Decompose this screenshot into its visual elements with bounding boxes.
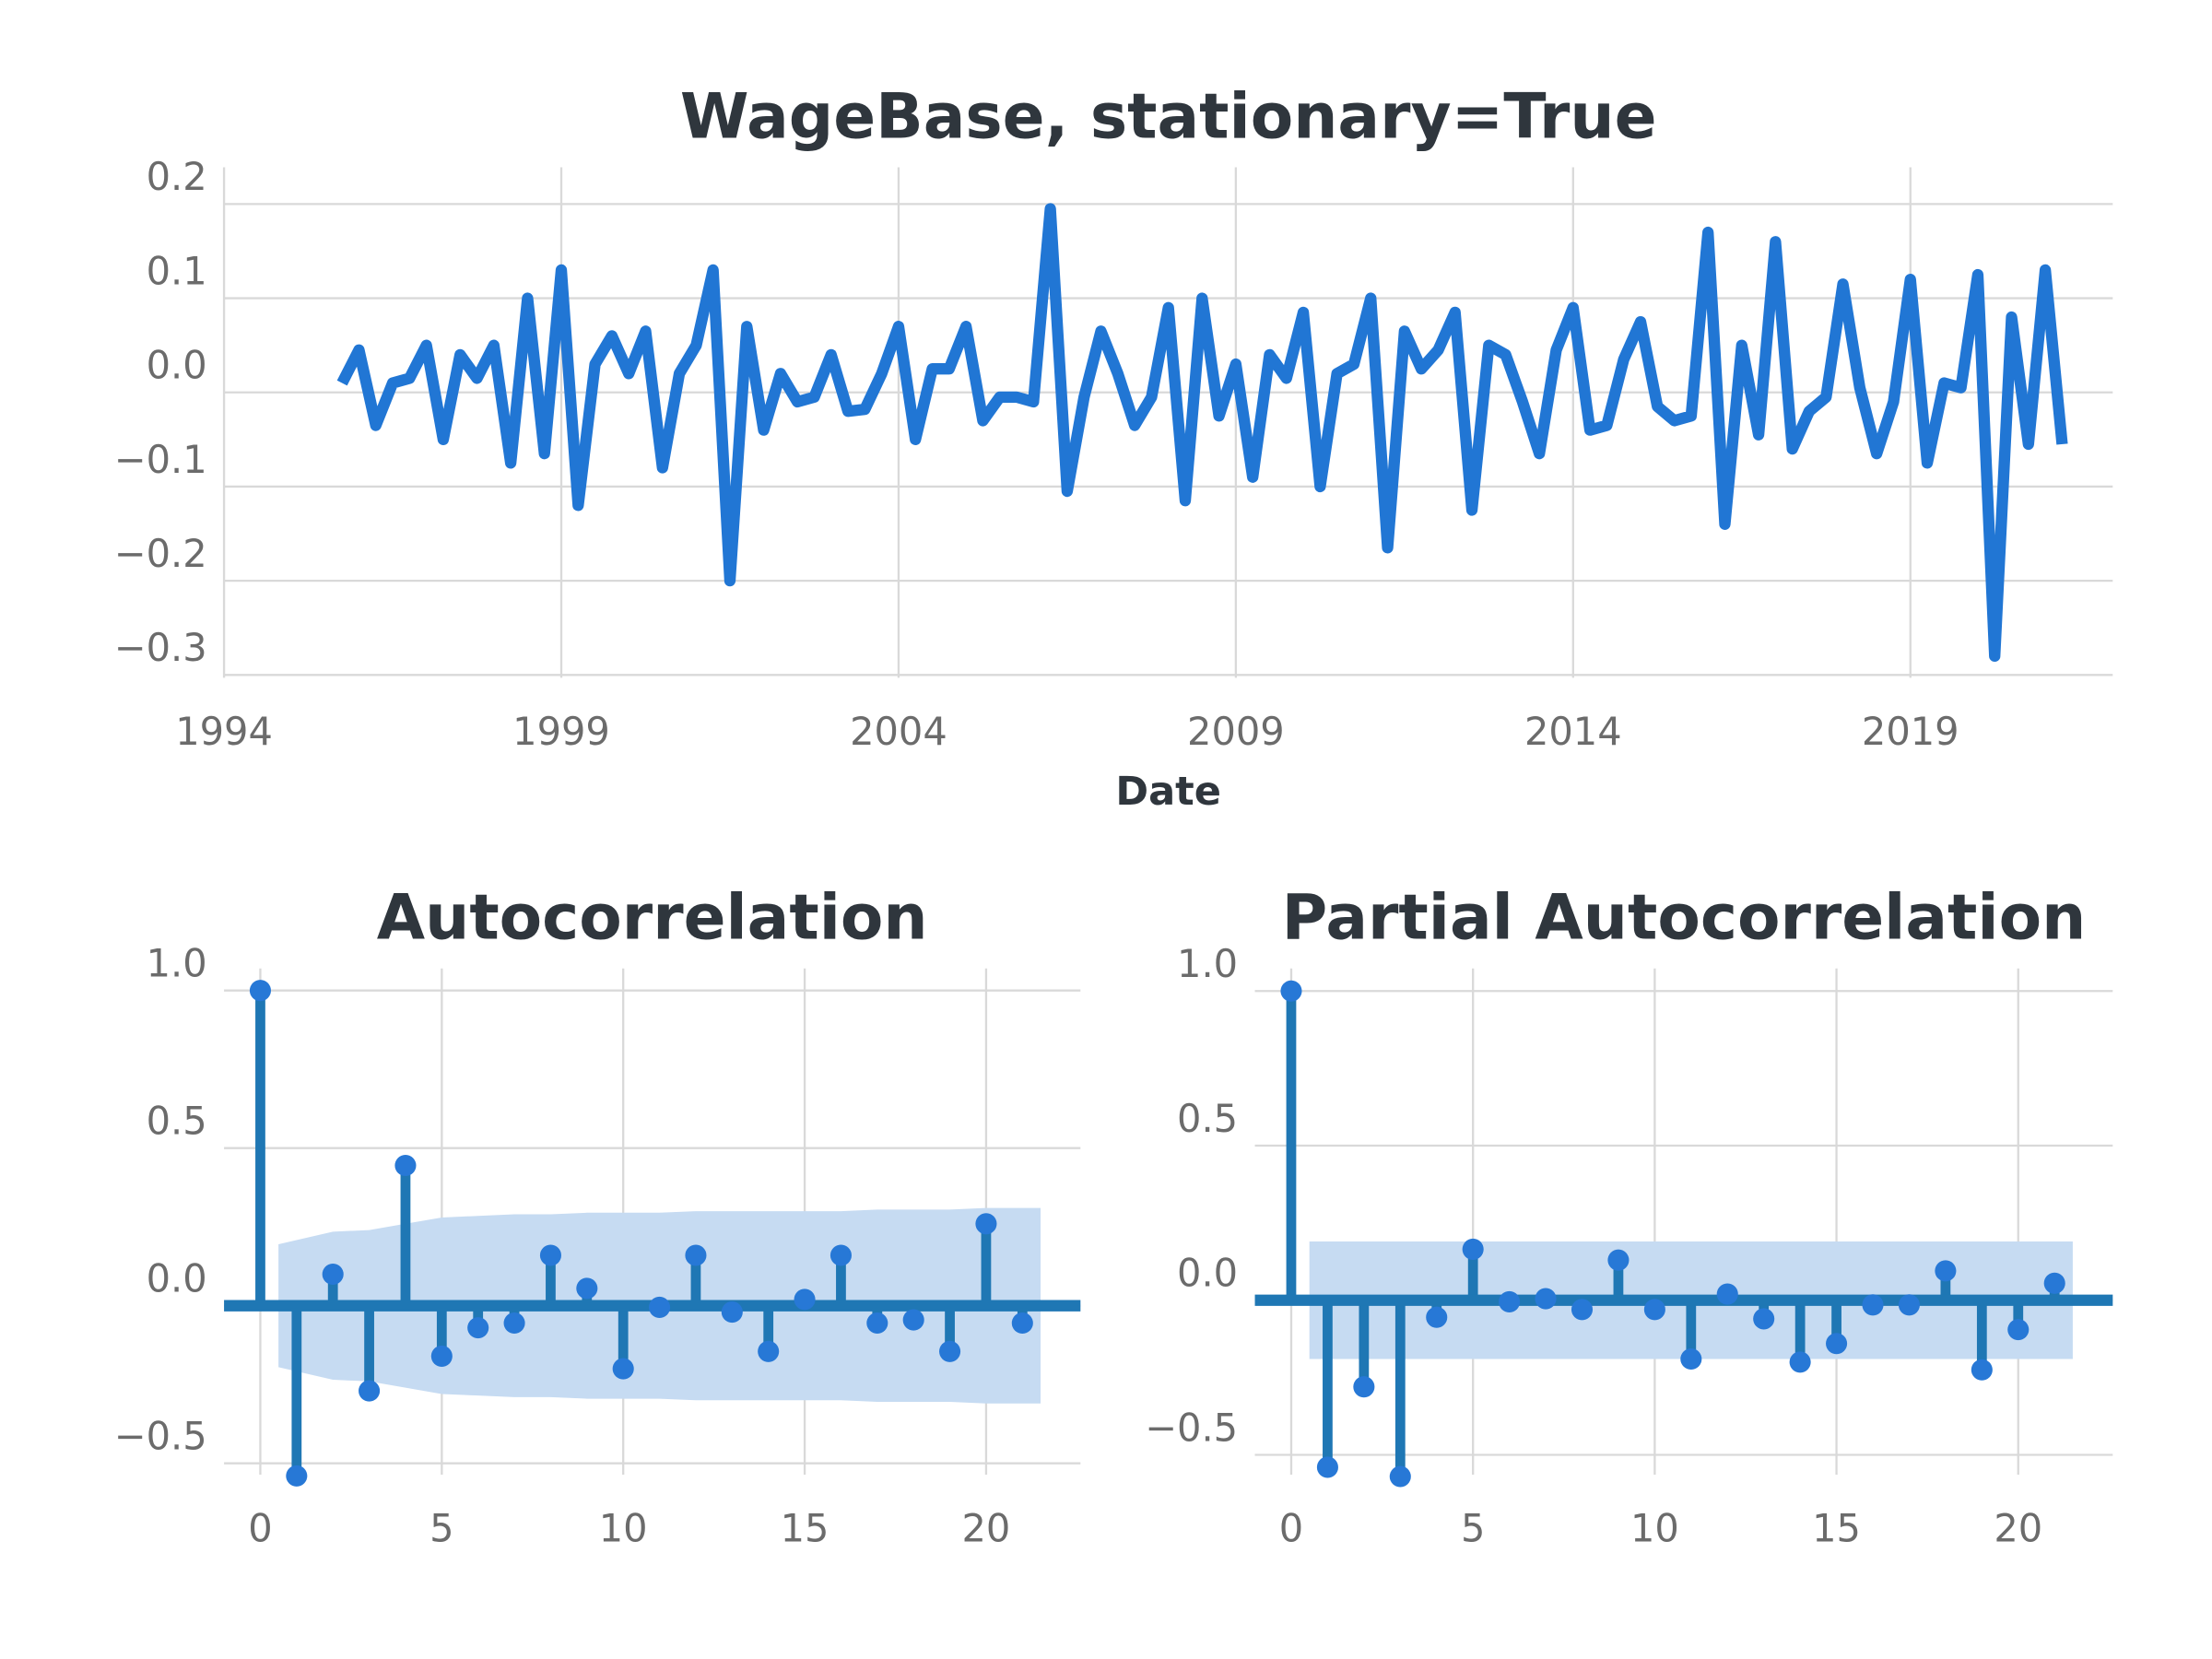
- marker: [830, 1244, 852, 1266]
- y-tick-label: −0.2: [114, 531, 207, 576]
- marker: [249, 980, 271, 1002]
- x-tick-label: 10: [599, 1506, 648, 1551]
- marker: [394, 1154, 417, 1177]
- y-tick-label: 0.5: [1177, 1096, 1238, 1141]
- x-tick-label: 0: [1279, 1506, 1303, 1551]
- marker: [1935, 1260, 1957, 1282]
- marker: [1280, 980, 1302, 1002]
- marker: [1716, 1283, 1738, 1305]
- marker: [1426, 1306, 1448, 1328]
- marker: [1643, 1299, 1665, 1321]
- marker: [503, 1312, 525, 1335]
- x-tick-label: 20: [962, 1506, 1011, 1551]
- x-tick-label: 2019: [1862, 709, 1959, 754]
- y-tick-label: −0.3: [114, 625, 207, 670]
- x-tick-label: 0: [248, 1506, 272, 1551]
- marker: [2007, 1319, 2030, 1341]
- marker: [1789, 1351, 1811, 1373]
- y-tick-label: 0.0: [1177, 1251, 1238, 1296]
- marker: [1462, 1238, 1484, 1260]
- marker: [1571, 1299, 1594, 1321]
- chart-title: Autocorrelation: [377, 881, 928, 954]
- y-tick-label: 0.0: [147, 1256, 207, 1301]
- y-tick-label: 1.0: [1177, 941, 1238, 986]
- y-tick-label: −0.5: [114, 1414, 207, 1459]
- marker: [1753, 1308, 1775, 1330]
- y-tick-label: −0.5: [1145, 1405, 1238, 1450]
- marker: [1535, 1288, 1557, 1310]
- x-tick-label: 5: [1461, 1506, 1485, 1551]
- marker: [359, 1380, 381, 1402]
- marker: [1680, 1347, 1702, 1371]
- marker: [721, 1300, 743, 1324]
- data-line: [336, 203, 2068, 663]
- marker: [758, 1340, 780, 1362]
- marker: [539, 1244, 561, 1266]
- y-tick-label: 0.1: [147, 248, 207, 293]
- y-tick-label: 0.0: [147, 343, 207, 388]
- marker: [1898, 1294, 1920, 1316]
- marker: [286, 1465, 308, 1487]
- marker: [467, 1317, 489, 1339]
- marker: [1389, 1465, 1411, 1488]
- marker: [902, 1309, 924, 1331]
- marker: [1862, 1294, 1884, 1316]
- marker: [649, 1296, 671, 1318]
- marker: [975, 1213, 997, 1235]
- y-tick-label: 0.5: [147, 1099, 207, 1144]
- chart-title: WageBase, stationary=True: [680, 79, 1657, 152]
- x-tick-label: 2004: [850, 709, 947, 754]
- x-tick-label: 20: [1994, 1506, 2042, 1551]
- marker: [685, 1244, 707, 1266]
- chart-title: Partial Autocorrelation: [1282, 881, 2087, 954]
- marker: [866, 1312, 888, 1335]
- marker: [1607, 1249, 1630, 1271]
- marker: [1971, 1359, 1993, 1381]
- x-tick-label: 10: [1630, 1506, 1679, 1551]
- marker: [1353, 1376, 1375, 1398]
- x-axis-label: Date: [1115, 769, 1221, 815]
- marker: [1316, 1456, 1338, 1478]
- marker: [794, 1288, 816, 1311]
- x-tick-label: 15: [1812, 1506, 1861, 1551]
- marker: [612, 1358, 634, 1380]
- marker: [1826, 1333, 1848, 1355]
- x-tick-label: 15: [781, 1506, 830, 1551]
- x-tick-label: 2014: [1524, 709, 1622, 754]
- x-tick-label: 5: [429, 1506, 453, 1551]
- marker: [1011, 1312, 1033, 1335]
- marker: [322, 1263, 344, 1286]
- y-tick-label: 0.2: [147, 154, 207, 199]
- marker: [430, 1345, 453, 1367]
- x-tick-label: 2009: [1187, 709, 1285, 754]
- marker: [2043, 1272, 2065, 1294]
- x-tick-label: 1994: [175, 709, 273, 754]
- y-tick-label: 1.0: [147, 941, 207, 986]
- marker: [1499, 1290, 1521, 1312]
- x-tick-label: 1999: [512, 709, 610, 754]
- y-tick-label: −0.1: [114, 437, 207, 482]
- marker: [939, 1340, 961, 1362]
- marker: [576, 1277, 598, 1300]
